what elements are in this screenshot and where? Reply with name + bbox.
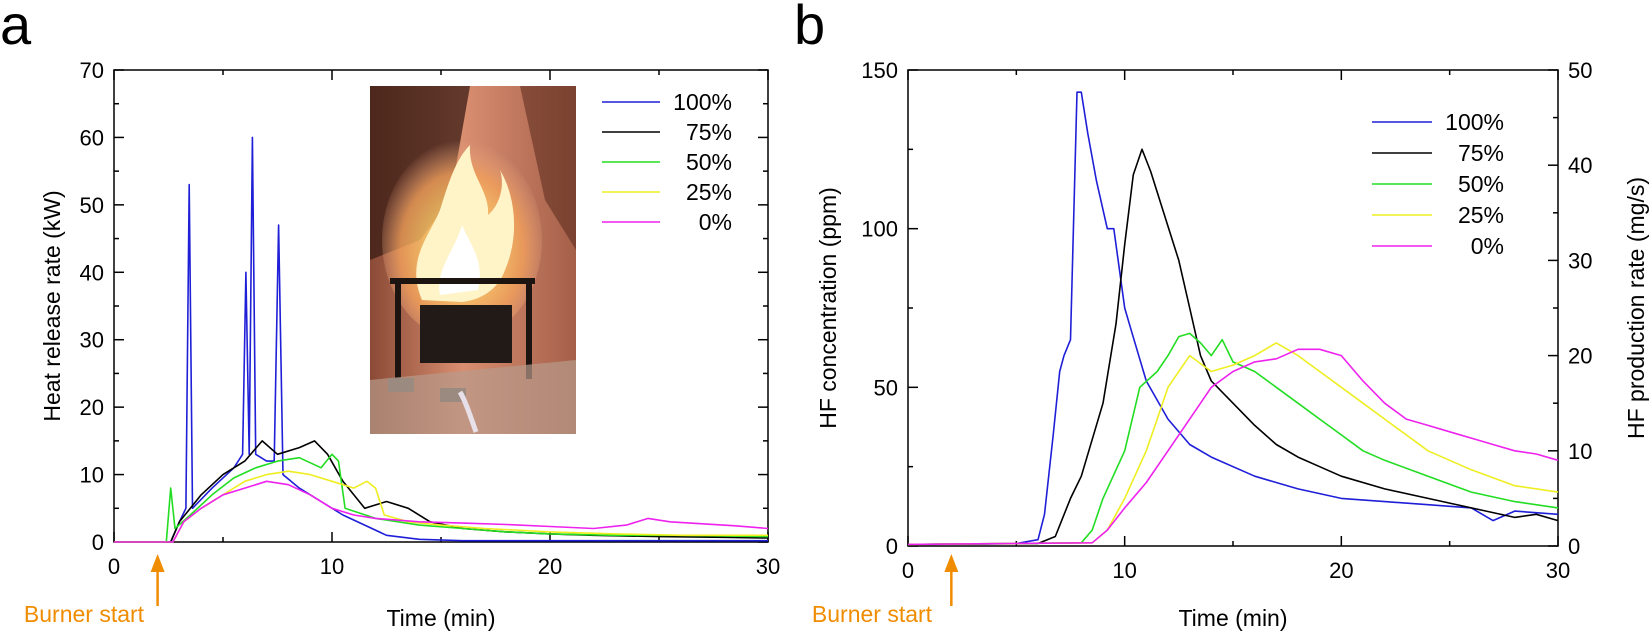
x-tick-label: 20 — [538, 554, 562, 579]
x-tick-label: 20 — [1329, 558, 1353, 583]
y-axis-title-b: HF concentration (ppm) — [815, 187, 841, 429]
burner-start-label-b: Burner start — [812, 601, 933, 627]
series-line-100pct — [907, 91, 1559, 546]
y-tick-label: 40 — [80, 260, 104, 285]
y-axis-ticks-b: 0 50 100 150 — [861, 58, 918, 559]
legend-label: 0% — [699, 209, 732, 235]
burner-start-label-a: Burner start — [24, 601, 145, 627]
series-line-25pct — [114, 470, 768, 543]
y-tick-label: 0 — [886, 534, 898, 559]
y-tick-label: 50 — [80, 193, 104, 218]
y2-axis-ticks-b: 0 10 20 30 40 50 — [1548, 58, 1592, 559]
panel-b: b 0 10 20 30 0 50 100 150 0 10 20 30 40 50 100% 75% 5… — [794, 0, 1649, 631]
x-tick-label: 30 — [756, 554, 780, 579]
legend-label: 25% — [1458, 202, 1504, 228]
burner-start-annotation-a: Burner start — [24, 554, 165, 627]
burner-start-annotation-b: Burner start — [812, 554, 959, 627]
y2-tick-label: 0 — [1568, 534, 1580, 559]
inset-photo-flame — [370, 86, 576, 434]
y2-tick-label: 10 — [1568, 439, 1592, 464]
y-tick-label: 50 — [874, 375, 898, 400]
legend-b: 100% 75% 50% 25% 0% — [1372, 109, 1504, 259]
y-tick-label: 0 — [92, 530, 104, 555]
legend-label: 75% — [686, 119, 732, 145]
x-tick-label: 30 — [1546, 558, 1570, 583]
y2-tick-label: 30 — [1568, 248, 1592, 273]
legend-label: 75% — [1458, 140, 1504, 166]
series-line-50pct — [114, 453, 769, 543]
legend-label: 50% — [686, 149, 732, 175]
series-line-0pct — [907, 348, 1559, 546]
series-lines-a — [114, 136, 769, 543]
series-line-100pct — [114, 136, 768, 543]
x-axis-title-b: Time (min) — [1178, 605, 1287, 631]
legend-label: 100% — [673, 89, 732, 115]
y-tick-label: 150 — [861, 58, 898, 83]
series-line-25pct — [907, 342, 1559, 546]
x-tick-label: 0 — [902, 558, 914, 583]
y-tick-label: 20 — [80, 395, 104, 420]
legend-a: 100% 75% 50% 25% 0% — [602, 89, 732, 235]
y-tick-label: 10 — [80, 463, 104, 488]
x-axis-ticks-b: 0 10 20 30 — [902, 70, 1570, 583]
y2-tick-label: 40 — [1568, 153, 1592, 178]
y2-axis-title-b: HF production rate (mg/s) — [1623, 177, 1649, 439]
y-axis-ticks-a: 0 10 20 30 40 50 60 70 — [80, 58, 768, 555]
series-line-75pct — [907, 148, 1559, 546]
panel-letter-b: b — [794, 0, 825, 56]
y2-tick-label: 50 — [1568, 58, 1592, 83]
panel-letter-a: a — [0, 0, 32, 56]
legend-label: 50% — [1458, 171, 1504, 197]
x-tick-label: 0 — [108, 554, 120, 579]
x-axis-title-a: Time (min) — [386, 605, 495, 631]
series-line-50pct — [907, 332, 1559, 546]
y-tick-label: 100 — [861, 217, 898, 242]
x-axis-ticks-a: 0 10 20 30 — [108, 70, 780, 579]
y2-tick-label: 20 — [1568, 344, 1592, 369]
legend-label: 100% — [1445, 109, 1504, 135]
series-line-0pct — [114, 480, 769, 543]
y-tick-label: 30 — [80, 328, 104, 353]
x-tick-label: 10 — [1112, 558, 1136, 583]
legend-label: 0% — [1471, 233, 1504, 259]
legend-label: 25% — [686, 179, 732, 205]
y-tick-label: 70 — [80, 58, 104, 83]
y-axis-title-a: Heat release rate (kW) — [39, 190, 65, 421]
series-lines-b — [907, 91, 1559, 546]
x-tick-label: 10 — [320, 554, 344, 579]
y-tick-label: 60 — [80, 125, 104, 150]
